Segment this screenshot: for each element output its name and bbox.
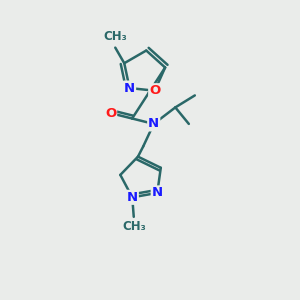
Text: N: N [148, 117, 159, 130]
Text: N: N [152, 186, 163, 200]
Text: N: N [127, 191, 138, 204]
Text: O: O [149, 84, 160, 97]
Text: CH₃: CH₃ [103, 30, 127, 43]
Text: O: O [105, 106, 116, 120]
Text: CH₃: CH₃ [122, 220, 146, 233]
Text: N: N [124, 82, 135, 94]
